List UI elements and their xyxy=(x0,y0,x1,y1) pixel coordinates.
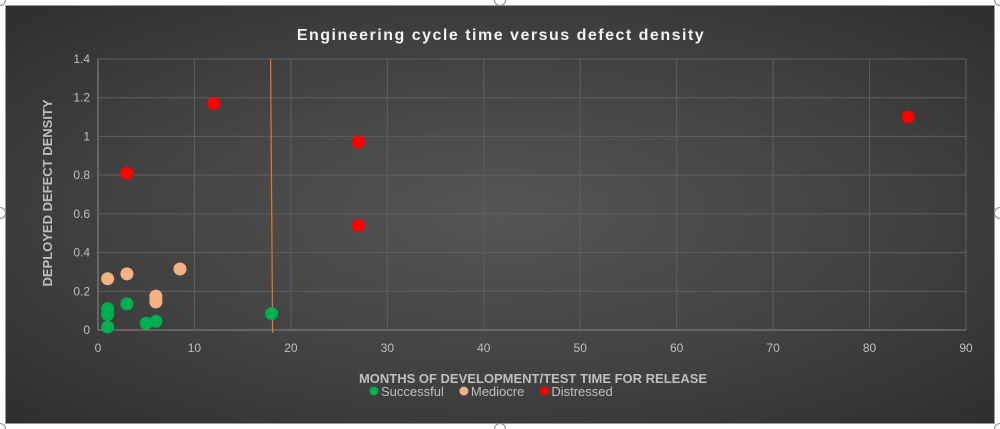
y-tick-label: 0 xyxy=(83,323,90,337)
chart-area: Engineering cycle time versus defect den… xyxy=(5,5,995,424)
data-point-successful xyxy=(139,316,153,330)
data-point-successful xyxy=(149,314,163,328)
data-point-mediocre xyxy=(173,262,187,276)
x-tick-label: 30 xyxy=(381,341,395,355)
y-tick-label: 1 xyxy=(83,129,90,143)
resize-handle[interactable] xyxy=(994,207,1000,219)
x-tick-label: 20 xyxy=(284,341,298,355)
legend-marker-mediocre xyxy=(459,386,469,396)
data-point-successful xyxy=(101,320,115,334)
y-tick-label: 0.4 xyxy=(73,246,90,260)
legend-label-successful: Successful xyxy=(381,384,444,399)
data-point-distressed xyxy=(901,110,915,124)
x-tick-label: 80 xyxy=(863,341,877,355)
x-axis-label: MONTHS OF DEVELOPMENT/TEST TIME FOR RELE… xyxy=(359,371,707,386)
y-tick-label: 0.6 xyxy=(73,207,90,221)
x-tick-label: 90 xyxy=(959,341,973,355)
x-tick-label: 70 xyxy=(766,341,780,355)
resize-handle[interactable] xyxy=(0,423,6,429)
y-tick-label: 0.2 xyxy=(73,284,90,298)
data-point-mediocre xyxy=(101,272,115,286)
x-tick-label: 10 xyxy=(188,341,202,355)
scatter-chart: Engineering cycle time versus defect den… xyxy=(40,27,973,399)
data-point-distressed xyxy=(120,166,134,180)
legend-marker-successful xyxy=(369,386,379,396)
resize-handle[interactable] xyxy=(994,423,1000,429)
y-axis-label: DEPLOYED DEFECT DENSITY xyxy=(40,99,55,286)
data-point-successful xyxy=(265,307,279,321)
legend-label-mediocre: Mediocre xyxy=(471,384,524,399)
data-point-successful xyxy=(120,297,134,311)
x-tick-label: 40 xyxy=(477,341,491,355)
legend-label-distressed: Distressed xyxy=(551,384,612,399)
resize-handle[interactable] xyxy=(994,0,1000,6)
data-point-distressed xyxy=(351,218,365,232)
data-point-distressed xyxy=(207,97,221,111)
data-point-mediocre xyxy=(149,295,163,309)
data-point-mediocre xyxy=(120,267,134,281)
x-tick-label: 60 xyxy=(670,341,684,355)
x-tick-label: 0 xyxy=(95,341,102,355)
resize-handle[interactable] xyxy=(494,423,506,429)
y-tick-label: 1.4 xyxy=(73,52,90,66)
chart-title: Engineering cycle time versus defect den… xyxy=(297,27,705,44)
data-point-successful xyxy=(101,308,115,322)
legend-marker-distressed xyxy=(539,386,549,396)
reference-line xyxy=(270,58,274,334)
data-point-distressed xyxy=(351,135,365,149)
x-tick-label: 50 xyxy=(574,341,588,355)
y-tick-label: 0.8 xyxy=(73,168,90,182)
y-tick-label: 1.2 xyxy=(73,91,90,105)
